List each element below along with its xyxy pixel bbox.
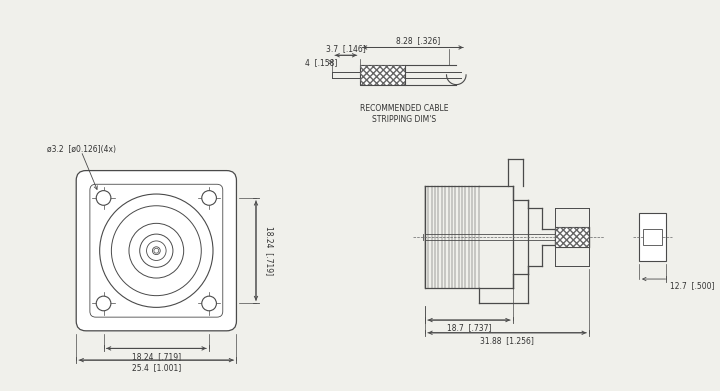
Text: 31.88  [1.256]: 31.88 [1.256] (480, 336, 534, 345)
FancyBboxPatch shape (76, 170, 236, 331)
Text: 4  [.158]: 4 [.158] (305, 57, 337, 66)
Bar (555, 227, 589, 247)
Text: RECOMMENDED CABLE
STRIPPING DIM'S: RECOMMENDED CABLE STRIPPING DIM'S (360, 104, 449, 124)
Text: 18.24  [.719]: 18.24 [.719] (265, 226, 274, 275)
Text: 18.24  [.719]: 18.24 [.719] (132, 352, 181, 361)
Circle shape (202, 191, 217, 205)
Bar (643, 229, 662, 245)
Text: 18.7  [.737]: 18.7 [.737] (446, 323, 491, 332)
Text: 8.28  [.326]: 8.28 [.326] (395, 36, 440, 45)
Text: ø3.2  [ø0.126](4x): ø3.2 [ø0.126](4x) (47, 145, 116, 154)
Circle shape (96, 296, 111, 311)
Bar (639, 213, 666, 262)
Text: 3.7  [.146]: 3.7 [.146] (326, 44, 366, 53)
Circle shape (202, 296, 217, 311)
Text: 25.4  [1.001]: 25.4 [1.001] (132, 364, 181, 373)
Circle shape (154, 248, 159, 253)
Bar (555, 227, 589, 247)
Bar (359, 65, 405, 84)
Text: 12.7  [.500]: 12.7 [.500] (670, 282, 715, 291)
Bar (359, 65, 405, 84)
Circle shape (96, 191, 111, 205)
